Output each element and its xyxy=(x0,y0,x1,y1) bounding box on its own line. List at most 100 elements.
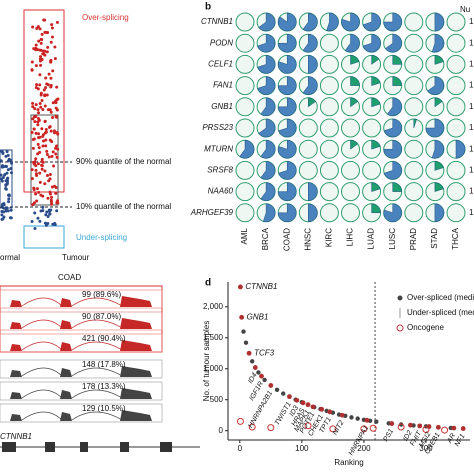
panel-letter: d xyxy=(205,278,211,289)
oncogene xyxy=(304,422,312,430)
pie-bg xyxy=(319,203,339,223)
dot xyxy=(50,26,54,30)
pie-slice xyxy=(434,12,445,32)
pie-slice xyxy=(308,55,318,74)
pie-slice xyxy=(308,97,316,108)
pie-slice xyxy=(362,12,381,32)
dot xyxy=(33,227,37,231)
dot xyxy=(34,164,38,168)
dot xyxy=(42,52,46,56)
dot xyxy=(47,208,51,212)
pie-bg xyxy=(362,160,382,180)
tissue-label: LUSC xyxy=(388,228,397,250)
dot xyxy=(44,86,48,90)
track-box xyxy=(0,333,163,353)
legend-label: Oncogene xyxy=(407,323,444,332)
dot xyxy=(39,55,43,59)
gene-point xyxy=(426,424,432,429)
dot xyxy=(32,137,36,141)
dot xyxy=(34,168,38,172)
pie-slice xyxy=(257,55,276,74)
dot xyxy=(51,222,55,226)
dot xyxy=(54,191,58,195)
pie-slice xyxy=(431,33,445,53)
coverage xyxy=(0,340,152,351)
dot xyxy=(50,195,54,199)
dot xyxy=(55,144,59,148)
q10-label: 10% quantile of the normal xyxy=(76,202,171,211)
dot xyxy=(30,131,34,135)
gene-label: ID4 xyxy=(247,372,259,385)
coverage xyxy=(0,388,152,399)
pie-bg xyxy=(235,203,255,223)
dot xyxy=(38,73,42,77)
dot xyxy=(53,131,57,135)
dot xyxy=(4,209,8,213)
dot xyxy=(56,132,60,136)
pie-slice xyxy=(385,33,402,53)
dot xyxy=(2,206,6,210)
gene-label: NIT2 xyxy=(332,420,346,437)
pie-bg xyxy=(319,139,339,159)
dot xyxy=(48,212,52,216)
y-tick-label: 1,500 xyxy=(203,333,224,342)
dot xyxy=(35,83,39,87)
dot xyxy=(38,180,42,184)
dot xyxy=(45,50,49,54)
gene-label: PODN xyxy=(210,38,233,47)
tissue-label: LIHC xyxy=(346,228,355,246)
y-label: No. of tumour samples xyxy=(202,321,211,401)
dot xyxy=(55,108,59,112)
pie-slice xyxy=(383,118,402,138)
pie-slice xyxy=(257,33,276,53)
gene-point xyxy=(246,350,252,356)
pie-bg xyxy=(446,33,466,53)
dot xyxy=(6,209,10,213)
pie-slice xyxy=(434,55,444,65)
pie-bg xyxy=(446,203,466,223)
dot xyxy=(37,111,41,115)
gene-point xyxy=(327,409,333,415)
dot xyxy=(38,171,42,175)
dot xyxy=(51,116,55,120)
oncogene xyxy=(329,425,337,433)
dot xyxy=(46,45,50,49)
dot xyxy=(43,169,47,173)
dot xyxy=(38,59,42,63)
track-box xyxy=(0,359,163,379)
oncogene xyxy=(267,424,275,432)
x-tick-label: 200 xyxy=(357,444,371,453)
gene-label: CTNNB1 xyxy=(245,282,277,291)
tissue-label: STAD xyxy=(430,228,439,249)
dot xyxy=(42,88,46,92)
pie-slice xyxy=(277,203,297,223)
pie-bg xyxy=(319,118,339,138)
dot xyxy=(49,40,53,44)
count-label: 1 xyxy=(469,38,474,47)
junction xyxy=(21,411,123,421)
dot xyxy=(39,37,43,41)
dot xyxy=(4,187,8,191)
tissue-label: LUAD xyxy=(367,228,376,250)
dot xyxy=(53,45,57,49)
header: Nu xyxy=(460,5,470,14)
dot xyxy=(0,217,4,221)
dot xyxy=(45,173,49,177)
dot xyxy=(0,213,4,217)
dot xyxy=(34,103,38,107)
pie-slice xyxy=(362,33,381,53)
dot xyxy=(46,196,50,200)
pie-slice xyxy=(350,55,360,65)
pie-bg xyxy=(298,160,318,180)
dot xyxy=(44,138,48,142)
dot xyxy=(50,35,54,39)
dot xyxy=(41,107,45,111)
dot xyxy=(34,43,38,47)
count-label: 1 xyxy=(469,166,474,175)
dot xyxy=(56,147,60,151)
gene-point xyxy=(294,397,300,403)
pie-slice xyxy=(431,139,445,159)
pie-bg xyxy=(341,182,360,202)
dot xyxy=(39,193,43,197)
gene-label: PRSS23 xyxy=(202,123,233,132)
